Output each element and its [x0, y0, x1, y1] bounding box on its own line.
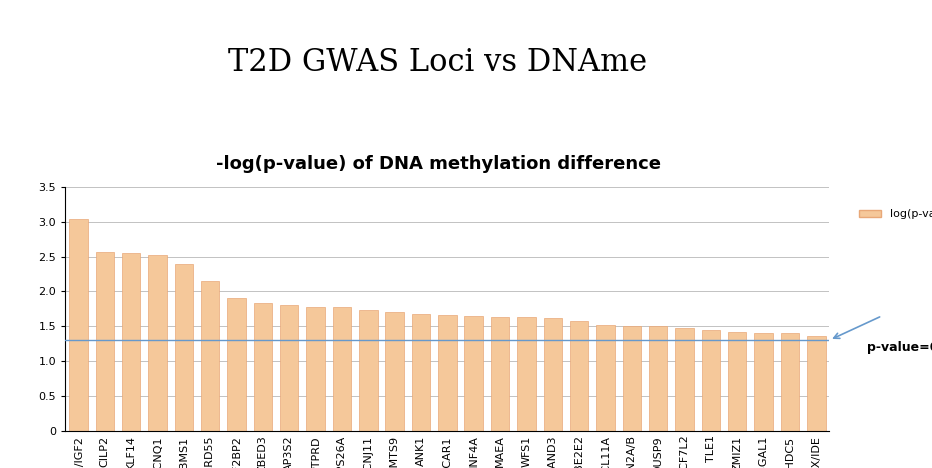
- Bar: [569, 322, 588, 431]
- Bar: [333, 307, 351, 431]
- Text: T2D GWAS Loci vs DNAme: T2D GWAS Loci vs DNAme: [228, 47, 648, 78]
- Bar: [438, 315, 457, 431]
- Bar: [227, 299, 246, 431]
- Bar: [623, 326, 641, 431]
- Legend: log(p-value): log(p-value): [855, 205, 932, 224]
- Bar: [122, 253, 141, 431]
- Bar: [307, 307, 325, 431]
- Bar: [412, 314, 431, 431]
- Bar: [781, 333, 799, 431]
- Bar: [754, 333, 773, 431]
- Bar: [148, 256, 167, 431]
- Text: -log(p-value) of DNA methylation difference: -log(p-value) of DNA methylation differe…: [215, 155, 661, 173]
- Bar: [807, 336, 826, 431]
- Bar: [728, 332, 747, 431]
- Text: p-value=0.05: p-value=0.05: [867, 341, 932, 354]
- Bar: [359, 310, 377, 431]
- Bar: [201, 281, 219, 431]
- Bar: [69, 219, 88, 431]
- Bar: [517, 317, 536, 431]
- Bar: [491, 316, 509, 431]
- Bar: [649, 326, 667, 431]
- Bar: [676, 329, 693, 431]
- Bar: [596, 325, 615, 431]
- Bar: [174, 263, 193, 431]
- Bar: [280, 306, 298, 431]
- Bar: [543, 318, 562, 431]
- Bar: [254, 303, 272, 431]
- Bar: [386, 312, 404, 431]
- Bar: [464, 316, 483, 431]
- Bar: [96, 252, 114, 431]
- Bar: [702, 330, 720, 431]
